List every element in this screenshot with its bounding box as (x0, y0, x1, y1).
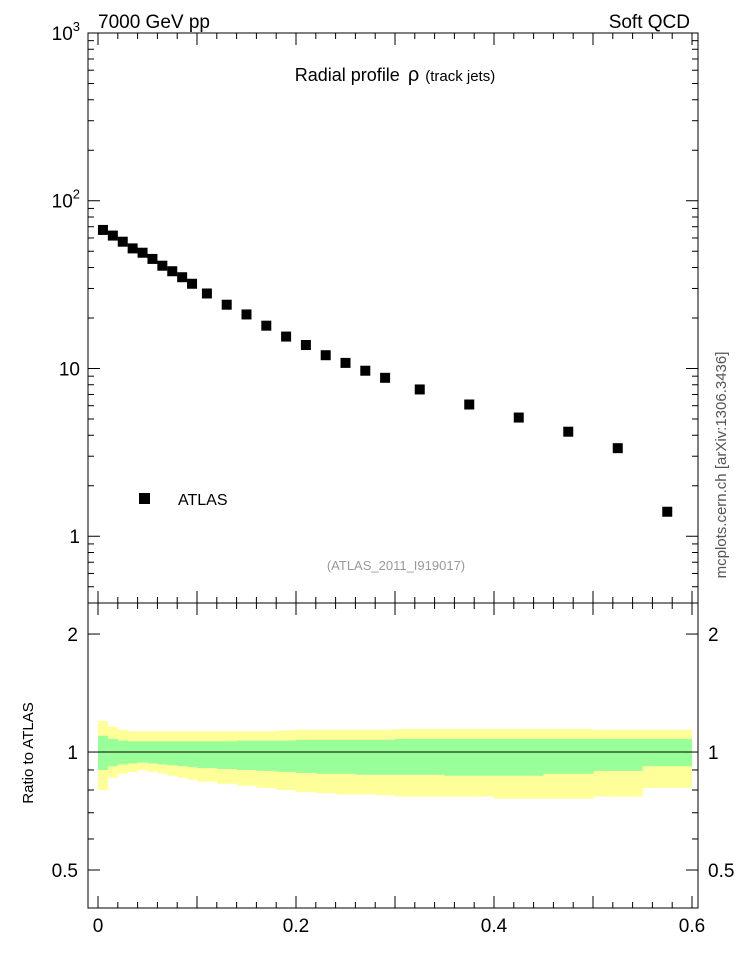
main-y-tick-label: 1 (69, 527, 80, 548)
data-point (662, 506, 673, 517)
ratio-y-tick-label-right: 1 (708, 743, 719, 764)
ratio-y-tick-label: 1 (67, 743, 78, 764)
data-point (360, 365, 371, 376)
data-point (117, 236, 128, 247)
data-point (261, 320, 272, 331)
ratio-panel-frame (87, 602, 699, 909)
legend: ATLAS (139, 492, 228, 509)
ratio-y-tick-label: 2 (67, 625, 78, 646)
legend-label: ATLAS (178, 492, 228, 509)
ratio-panel: Ratio to ATLAS 0 0.2 0.4 0.6 0.5 0.5 1 1 2 2 (20, 602, 734, 937)
ratio-inner-band (98, 735, 692, 776)
analysis-id-label: (ATLAS_2011_I919017) (327, 558, 465, 573)
data-point (201, 288, 212, 299)
data-point (380, 372, 391, 383)
data-point (97, 224, 108, 235)
data-point (187, 278, 198, 289)
chart-title-suffix: (track jets) (425, 68, 495, 85)
data-point (281, 331, 292, 342)
data-point (340, 357, 351, 368)
data-point (414, 384, 425, 395)
data-point (320, 350, 331, 361)
data-point (167, 266, 178, 277)
ratio-y-tick-label-right: 0.5 (708, 861, 734, 882)
ratio-x-tick-label: 0.2 (283, 916, 309, 937)
data-point (464, 399, 475, 410)
main-panel: Radial profile ρ (track jets) (ATLAS_2011_… (52, 19, 699, 604)
ratio-y-tick-label: 0.5 (52, 861, 78, 882)
side-label: mcplots.cern.ch [arXiv:1306.3436] (713, 352, 730, 579)
data-point (107, 230, 118, 241)
data-point (221, 299, 232, 310)
data-point (563, 426, 574, 437)
chart-title-text: Radial profile (295, 65, 400, 85)
data-point (177, 272, 188, 283)
ratio-x-tick-label: 0.6 (679, 916, 705, 937)
ratio-x-tick-label: 0.4 (481, 916, 508, 937)
data-point (513, 412, 524, 423)
ratio-y-axis-label: Ratio to ATLAS (20, 702, 37, 803)
main-panel-frame (87, 32, 699, 604)
data-point (241, 309, 252, 320)
main-y-tick-label: 10 (59, 359, 80, 380)
data-point (612, 443, 623, 454)
chart-title-symbol: ρ (408, 64, 419, 86)
data-point (137, 247, 148, 258)
ratio-y-tick-label-right: 2 (708, 625, 719, 646)
main-y-tick-label: 102 (52, 187, 80, 213)
data-point (147, 253, 158, 264)
header-left-label: 7000 GeV pp (98, 12, 210, 33)
data-point (127, 243, 138, 254)
legend-marker (139, 493, 150, 504)
chart-title: Radial profile ρ (track jets) (295, 64, 495, 86)
main-y-tick-label: 103 (52, 19, 80, 45)
data-point (157, 260, 168, 271)
ratio-x-tick-label: 0 (93, 916, 104, 937)
data-point (300, 340, 311, 351)
header-right-label: Soft QCD (609, 12, 690, 33)
